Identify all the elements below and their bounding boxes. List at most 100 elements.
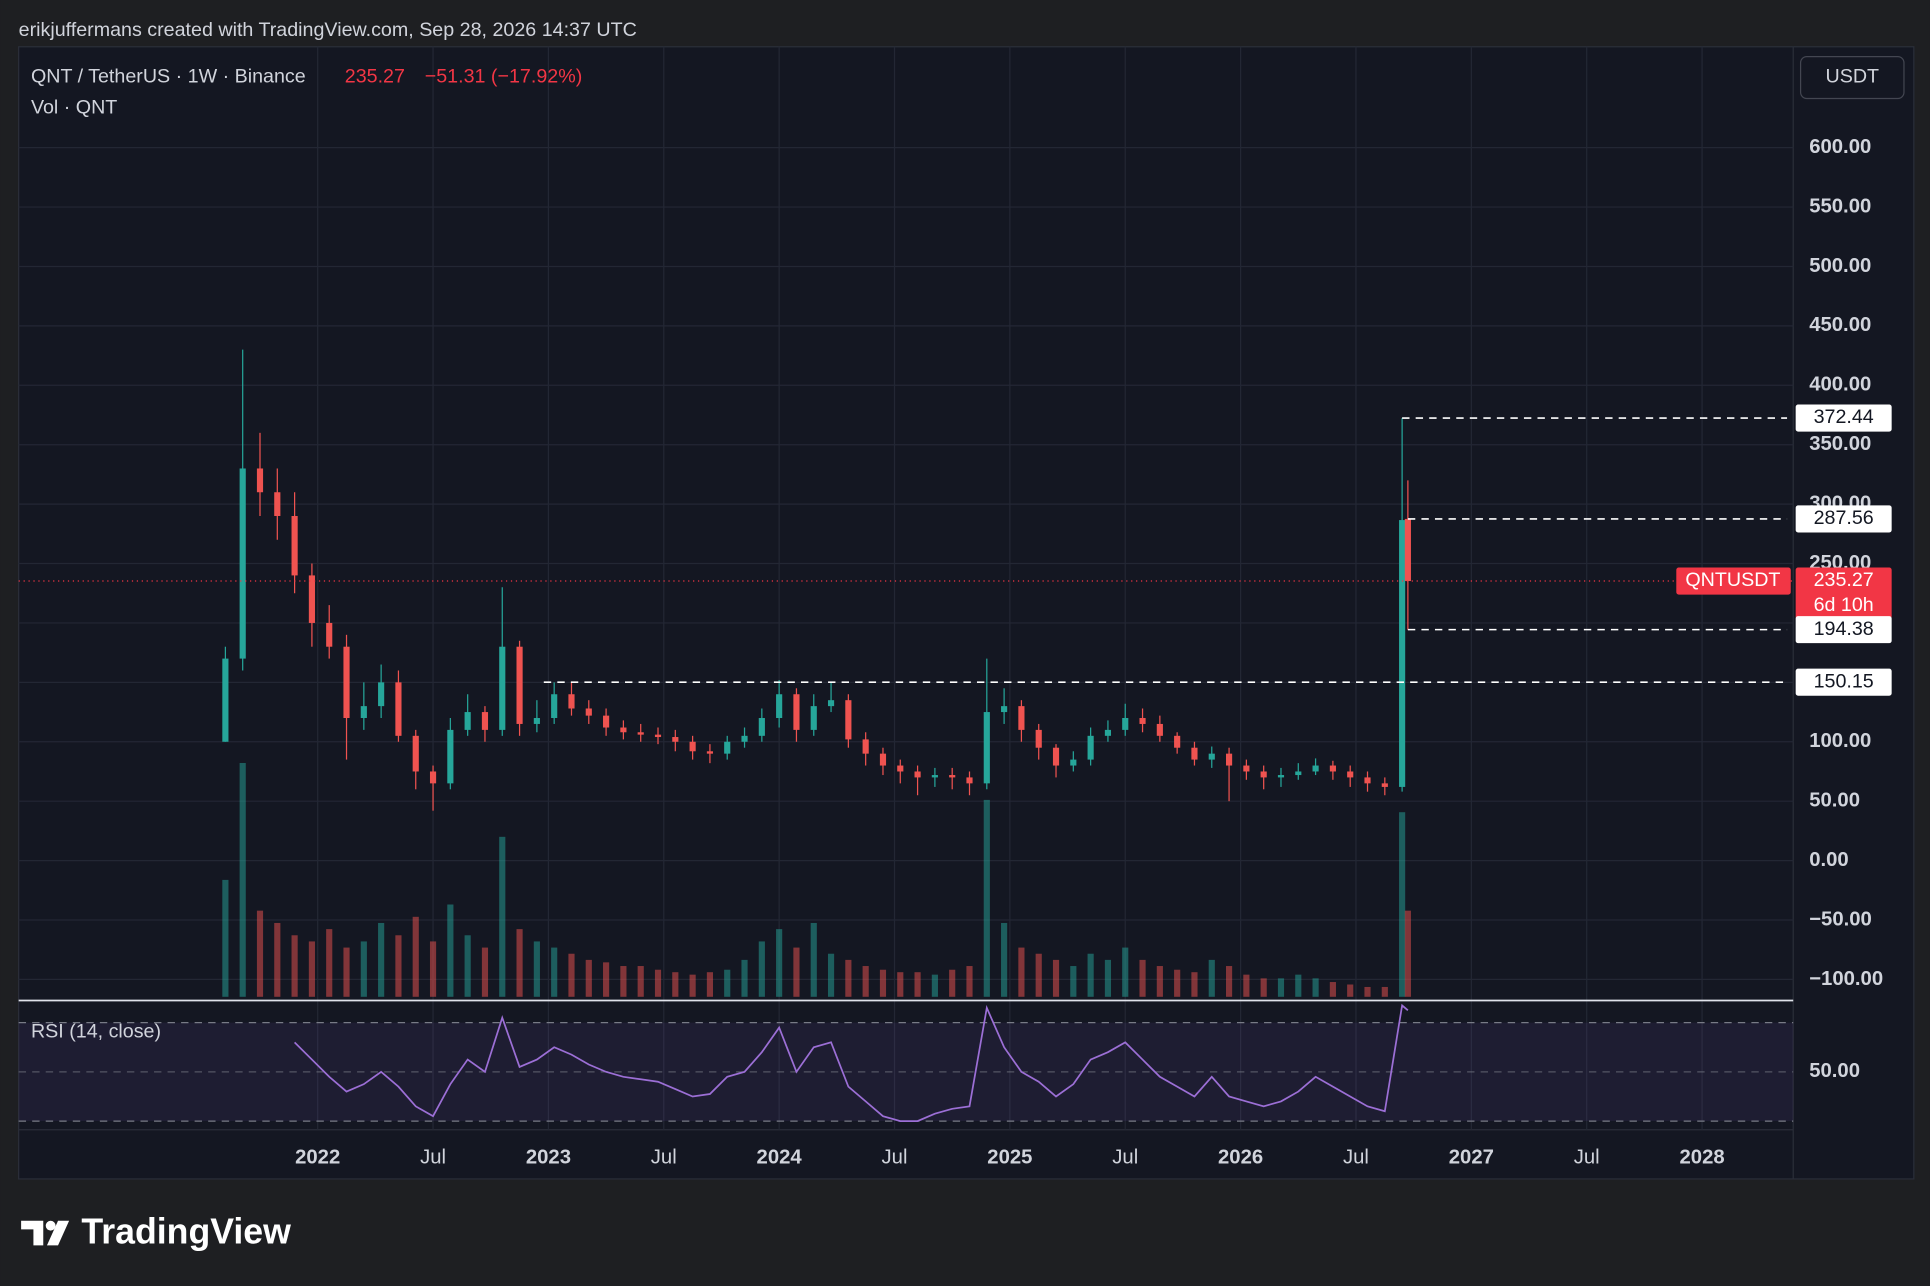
candle-body bbox=[1018, 706, 1025, 730]
volume-bar bbox=[620, 966, 627, 997]
volume-bar bbox=[256, 910, 264, 997]
volume-bar bbox=[533, 941, 540, 997]
volume-bar bbox=[689, 974, 696, 997]
volume-bar bbox=[741, 959, 748, 997]
x-tick-label: 2027 bbox=[1449, 1146, 1494, 1168]
candle-body bbox=[1243, 765, 1250, 772]
volume-bar bbox=[879, 969, 887, 997]
candle-body bbox=[897, 765, 904, 772]
volume-bar bbox=[1052, 959, 1060, 997]
volume-bar bbox=[585, 959, 592, 997]
candle-body bbox=[845, 700, 852, 740]
x-tick-label: Jul bbox=[651, 1146, 677, 1168]
volume-bar bbox=[1104, 959, 1112, 997]
currency-button[interactable] bbox=[1799, 55, 1905, 100]
volume-bar bbox=[654, 969, 662, 997]
volume-bar bbox=[1381, 986, 1388, 997]
y-tick-label: 600.00 bbox=[1809, 136, 1871, 158]
volume-bar bbox=[412, 916, 419, 997]
candle-body bbox=[879, 753, 887, 766]
level-tag bbox=[1795, 668, 1892, 696]
candle-body bbox=[776, 694, 783, 719]
header: erikjuffermans created with TradingView.… bbox=[19, 19, 637, 41]
y-tick-label: 450.00 bbox=[1809, 314, 1871, 336]
volume-bar bbox=[603, 962, 610, 997]
candle-body bbox=[464, 712, 471, 730]
candle-body bbox=[274, 492, 281, 517]
volume-bar bbox=[1122, 947, 1129, 997]
symbol-tag bbox=[1676, 567, 1791, 595]
candle-body bbox=[343, 646, 350, 719]
level-text: 194.38 bbox=[1814, 618, 1874, 640]
level-tag bbox=[1795, 404, 1892, 432]
candle-body bbox=[585, 708, 592, 716]
candle-body bbox=[862, 739, 869, 754]
volume-bar bbox=[1070, 966, 1077, 997]
candle-body bbox=[1070, 759, 1077, 766]
y-tick-label: 100.00 bbox=[1809, 730, 1871, 752]
legend-price: 235.27 bbox=[345, 66, 405, 88]
volume-bar bbox=[1191, 972, 1198, 997]
candle-body bbox=[291, 516, 298, 576]
legend-rsi: RSI (14, close) bbox=[31, 1021, 161, 1043]
volume-bar bbox=[239, 762, 246, 997]
volume-bar bbox=[360, 941, 367, 997]
y-tick-label: 550.00 bbox=[1809, 195, 1871, 217]
volume-bar bbox=[395, 935, 402, 997]
volume-bar bbox=[378, 922, 385, 997]
logo-shape bbox=[46, 1220, 70, 1246]
logo-text: TradingView bbox=[81, 1212, 291, 1252]
candle-body bbox=[239, 468, 246, 659]
volume-bar bbox=[1035, 953, 1042, 997]
x-tick-label: 2023 bbox=[526, 1146, 571, 1168]
candle-body bbox=[637, 732, 644, 735]
candle-body bbox=[1156, 723, 1163, 736]
y-tick-label: −100.00 bbox=[1809, 968, 1883, 990]
candle-body bbox=[983, 712, 990, 784]
candle-body bbox=[741, 735, 748, 742]
volume-bar bbox=[568, 953, 575, 997]
volume-bar bbox=[326, 929, 333, 997]
x-tick-label: Jul bbox=[882, 1146, 908, 1168]
y-tick-label: 350.00 bbox=[1809, 433, 1871, 455]
volume-bar bbox=[637, 966, 644, 997]
logo-shape bbox=[21, 1220, 44, 1246]
x-tick-label: 2025 bbox=[987, 1146, 1032, 1168]
currency-label[interactable]: USDT bbox=[1825, 66, 1879, 88]
legend-volume: Vol · QNT bbox=[31, 96, 117, 118]
volume-bar bbox=[1087, 953, 1094, 997]
candle-body bbox=[949, 775, 956, 778]
volume-bar bbox=[672, 972, 679, 997]
volume-bar bbox=[274, 922, 281, 997]
candle-body bbox=[914, 771, 921, 778]
volume-bar bbox=[810, 922, 817, 997]
x-tick-label: Jul bbox=[420, 1146, 446, 1168]
candle-body bbox=[758, 718, 765, 736]
volume-bar bbox=[1225, 966, 1233, 997]
volume-bar bbox=[1312, 978, 1319, 997]
level-tag bbox=[1795, 616, 1892, 644]
volume-bar bbox=[1277, 978, 1285, 997]
volume-bar bbox=[724, 969, 731, 997]
volume-bar bbox=[706, 972, 714, 997]
volume-bar bbox=[291, 935, 298, 997]
volume-bar bbox=[481, 947, 489, 997]
candle-body bbox=[1277, 775, 1285, 778]
x-tick-label: Jul bbox=[1343, 1146, 1369, 1168]
candle-body bbox=[1347, 771, 1354, 778]
candle-body bbox=[793, 694, 800, 730]
candle-body bbox=[931, 775, 938, 778]
y-tick-label: 50.00 bbox=[1809, 790, 1860, 812]
volume-bar bbox=[1329, 982, 1336, 997]
candle-body bbox=[810, 706, 817, 730]
candle-body bbox=[1225, 753, 1233, 766]
logo-shape bbox=[45, 1220, 56, 1231]
volume-bar bbox=[464, 935, 471, 997]
legend-change: −51.31 (−17.92%) bbox=[425, 66, 582, 88]
volume-bar bbox=[499, 836, 506, 997]
volume-bar bbox=[1001, 922, 1008, 997]
candle-body bbox=[827, 700, 835, 707]
volume-bar bbox=[931, 974, 938, 997]
volume-bar bbox=[1347, 984, 1354, 997]
